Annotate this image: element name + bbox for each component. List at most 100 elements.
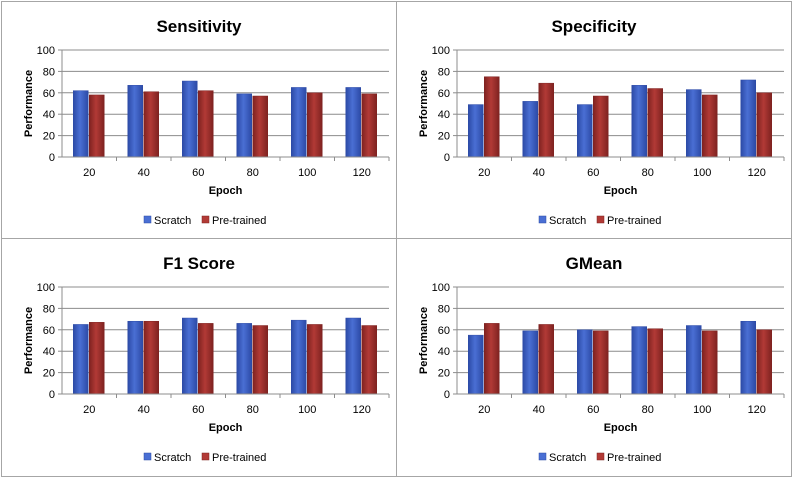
bar-pre-trained-20 — [484, 323, 500, 395]
legend-swatch-scratch — [143, 452, 152, 461]
chart-title: F1 Score — [163, 254, 235, 273]
y-axis-title: Performance — [23, 70, 35, 137]
bar-pre-trained-20 — [89, 94, 105, 158]
chart-title: Sensitivity — [156, 17, 242, 36]
bar-scratch-60 — [182, 317, 198, 395]
x-tick-label: 120 — [353, 404, 371, 416]
x-tick-label: 60 — [587, 404, 599, 416]
y-tick-label: 60 — [43, 88, 55, 100]
x-tick-label: 100 — [693, 167, 711, 179]
y-tick-label: 40 — [43, 109, 55, 121]
bar-scratch-120 — [345, 87, 361, 158]
y-tick-label: 20 — [438, 131, 450, 143]
x-axis-title: Epoch — [209, 422, 243, 434]
y-tick-label: 80 — [43, 66, 55, 78]
x-tick-label: 20 — [83, 167, 95, 179]
bar-pre-trained-120 — [361, 93, 377, 158]
bar-scratch-100 — [686, 89, 702, 158]
x-tick-label: 100 — [298, 167, 316, 179]
x-axis-title: Epoch — [604, 185, 638, 197]
chart-title: GMean — [566, 254, 623, 273]
bar-scratch-80 — [631, 85, 647, 158]
bar-scratch-100 — [686, 325, 702, 395]
bar-pre-trained-40 — [538, 82, 554, 158]
bar-pre-trained-40 — [538, 324, 554, 395]
x-tick-label: 60 — [192, 404, 204, 416]
y-axis-title: Performance — [418, 70, 430, 137]
legend-swatch-scratch — [538, 215, 547, 224]
y-tick-label: 20 — [43, 131, 55, 143]
bar-scratch-60 — [577, 104, 593, 158]
legend-label: Pre-trained — [607, 452, 661, 464]
x-axis-title: Epoch — [209, 185, 243, 197]
bar-scratch-80 — [236, 93, 252, 158]
bar-pre-trained-100 — [307, 324, 323, 395]
y-tick-label: 0 — [444, 152, 450, 164]
bar-scratch-20 — [468, 334, 484, 395]
y-tick-label: 100 — [432, 45, 450, 57]
bar-scratch-20 — [73, 324, 89, 395]
vertical-divider — [396, 1, 397, 477]
chart-svg: GMean 0 20 40 60 80 100 Performance 20 40 60 80 100 1… — [418, 254, 785, 464]
bar-pre-trained-60 — [198, 323, 214, 395]
bar-scratch-120 — [345, 317, 361, 395]
bar-pre-trained-120 — [756, 329, 772, 395]
y-tick-label: 100 — [37, 45, 55, 57]
legend-label: Pre-trained — [212, 452, 266, 464]
legend-label: Scratch — [549, 452, 586, 464]
chart-panel-sensitivity: Sensitivity 0 20 40 60 80 100 Performance 20 40 60… — [2, 2, 396, 238]
y-tick-label: 40 — [438, 109, 450, 121]
x-tick-label: 60 — [192, 167, 204, 179]
chart-panel-f1-score: F1 Score 0 20 40 60 80 100 Performance 20 40 60 80 1… — [2, 239, 396, 477]
legend-swatch-pre-trained — [596, 215, 605, 224]
y-tick-label: 0 — [444, 389, 450, 401]
bar-pre-trained-60 — [593, 95, 609, 158]
legend-swatch-pre-trained — [596, 452, 605, 461]
x-tick-label: 20 — [478, 167, 490, 179]
y-axis-title: Performance — [418, 307, 430, 374]
bar-pre-trained-80 — [252, 325, 268, 395]
chart-panel-gmean: GMean 0 20 40 60 80 100 Performance 20 40 60 80 100 1… — [397, 239, 791, 477]
y-tick-label: 60 — [43, 325, 55, 337]
bar-scratch-120 — [740, 320, 756, 395]
x-tick-label: 20 — [83, 404, 95, 416]
bar-pre-trained-80 — [252, 95, 268, 158]
bar-scratch-80 — [236, 323, 252, 395]
bar-scratch-40 — [522, 330, 538, 395]
bar-scratch-40 — [127, 85, 143, 158]
y-tick-label: 100 — [37, 282, 55, 294]
x-tick-label: 120 — [748, 167, 766, 179]
legend-label: Scratch — [154, 452, 191, 464]
y-axis-title: Performance — [23, 307, 35, 374]
bar-scratch-100 — [291, 319, 307, 395]
chart-title: Specificity — [551, 17, 637, 36]
y-tick-label: 0 — [49, 389, 55, 401]
bar-pre-trained-100 — [307, 92, 323, 158]
bar-pre-trained-120 — [361, 325, 377, 395]
bar-scratch-40 — [127, 320, 143, 395]
bar-scratch-40 — [522, 101, 538, 158]
bar-pre-trained-60 — [198, 90, 214, 158]
y-tick-label: 40 — [43, 346, 55, 358]
y-tick-label: 20 — [438, 368, 450, 380]
x-tick-label: 40 — [138, 167, 150, 179]
legend-label: Pre-trained — [607, 215, 661, 227]
legend-label: Scratch — [154, 215, 191, 227]
bar-scratch-100 — [291, 87, 307, 158]
bar-scratch-20 — [73, 90, 89, 158]
x-tick-label: 80 — [247, 167, 259, 179]
x-tick-label: 100 — [298, 404, 316, 416]
y-tick-label: 80 — [438, 66, 450, 78]
bar-scratch-80 — [631, 326, 647, 395]
bar-pre-trained-120 — [756, 92, 772, 158]
bar-pre-trained-20 — [484, 76, 500, 158]
bar-scratch-120 — [740, 79, 756, 158]
y-tick-label: 20 — [43, 368, 55, 380]
x-tick-label: 20 — [478, 404, 490, 416]
x-tick-label: 120 — [748, 404, 766, 416]
bar-pre-trained-100 — [702, 330, 718, 395]
x-tick-label: 80 — [247, 404, 259, 416]
y-tick-label: 60 — [438, 88, 450, 100]
bar-pre-trained-40 — [143, 91, 159, 158]
y-tick-label: 60 — [438, 325, 450, 337]
